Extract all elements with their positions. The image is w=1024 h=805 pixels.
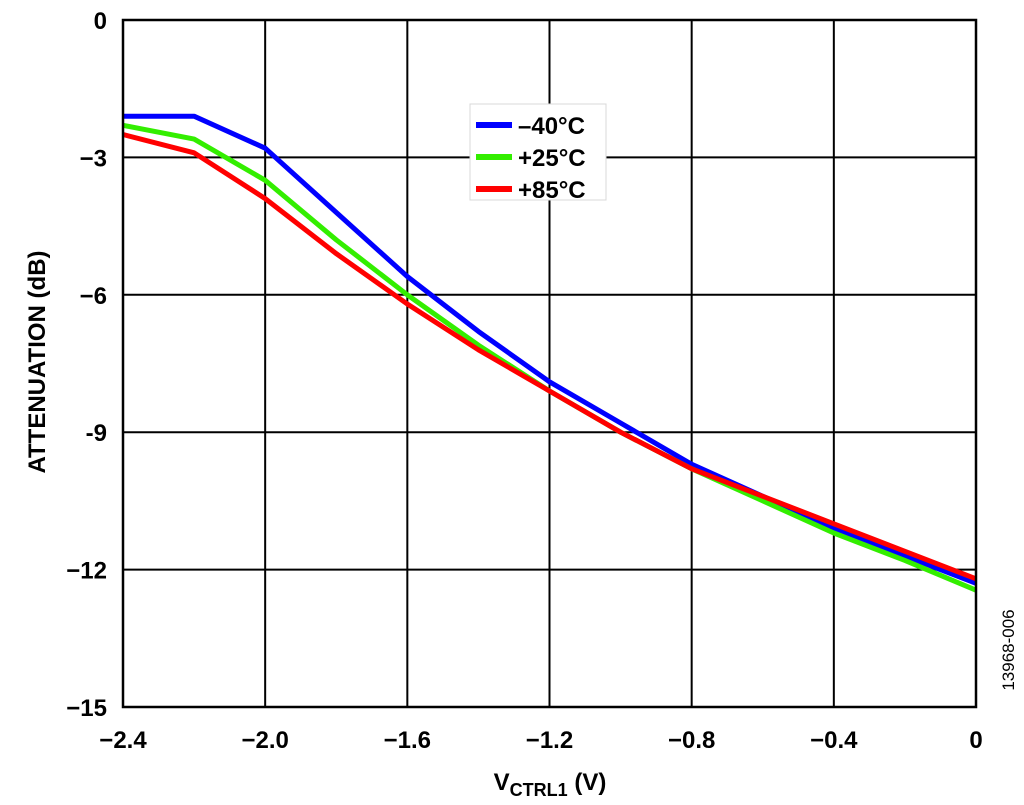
- y-axis-title: ATTENUATION (dB): [24, 250, 51, 473]
- x-tick-label: −2.4: [99, 727, 147, 754]
- x-tick-label: 0: [969, 727, 982, 754]
- legend-label: +85°C: [518, 177, 586, 204]
- x-tick-label: −0.8: [668, 727, 715, 754]
- x-tick-label: −1.6: [384, 727, 431, 754]
- y-tick-labels: 0 −3 −6 -9 −12 −15: [66, 8, 107, 722]
- x-axis-title: VCTRL1 (V): [494, 769, 607, 800]
- y-tick-label: −3: [80, 145, 107, 172]
- y-tick-label: −6: [80, 283, 107, 310]
- x-tick-label: −2.0: [241, 727, 288, 754]
- y-tick-label: 0: [94, 8, 107, 35]
- y-tick-label: -9: [86, 420, 107, 447]
- x-tick-label: −1.2: [526, 727, 573, 754]
- legend-label: +25°C: [518, 145, 586, 172]
- x-tick-labels: −2.4 −2.0 −1.6 −1.2 −0.8 −0.4 0: [99, 727, 982, 754]
- x-axis-title-main: V: [494, 769, 510, 796]
- series-lines: [122, 113, 977, 593]
- y-tick-label: −15: [66, 695, 107, 722]
- y-tick-label: −12: [66, 558, 107, 585]
- figure-id: 13968-006: [999, 609, 1018, 690]
- x-axis-title-subscript: CTRL1: [510, 780, 568, 800]
- legend-label: –40°C: [518, 113, 585, 140]
- x-tick-label: −0.4: [810, 727, 858, 754]
- legend-box: [469, 103, 607, 201]
- plot-area-frame: [121, 18, 978, 709]
- series-line: [122, 132, 977, 582]
- legend: –40°C +25°C +85°C: [469, 103, 607, 204]
- x-axis-title-unit: (V): [568, 769, 607, 796]
- series-line: [123, 113, 977, 586]
